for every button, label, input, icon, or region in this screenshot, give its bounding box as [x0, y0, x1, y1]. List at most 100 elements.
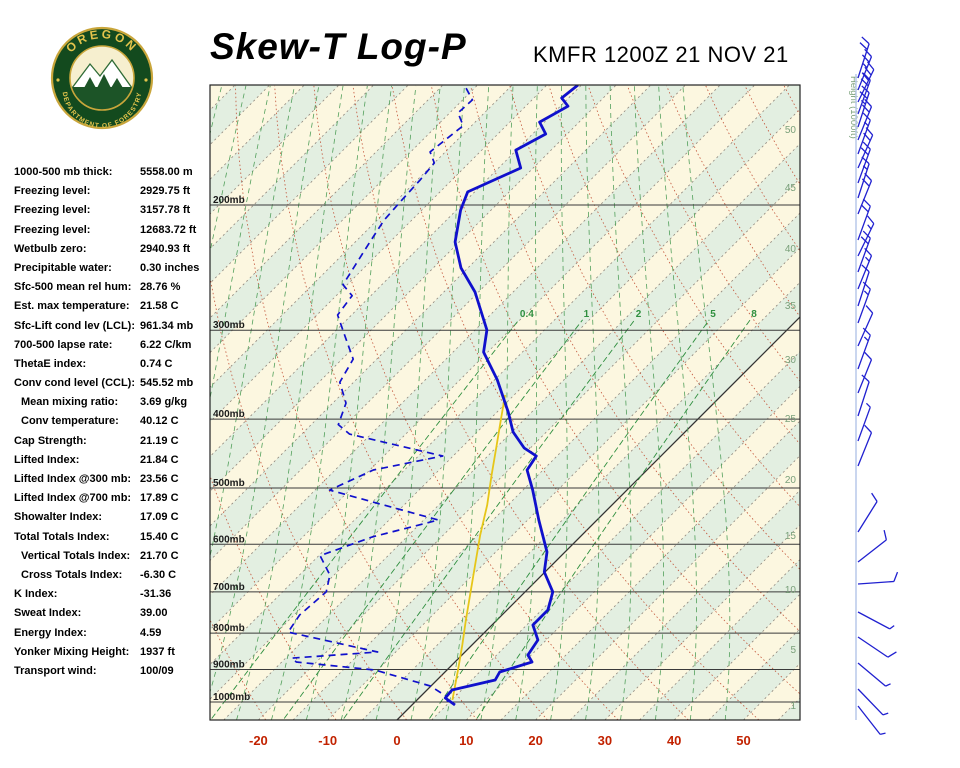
- parameter-row: Yonker Mixing Height: 1937 ft: [14, 643, 219, 662]
- parameter-value: 17.89 C: [140, 492, 179, 505]
- parameter-value: 21.70 C: [140, 549, 179, 562]
- parameter-value: 5558.00 m: [140, 166, 193, 178]
- parameter-row: Conv cond level (CCL): 545.52 mb: [14, 374, 219, 393]
- pressure-level-label: 400mb: [213, 409, 245, 420]
- wind-barb: [857, 432, 873, 467]
- parameter-label: Freezing level:: [14, 185, 91, 198]
- temp-axis-tick: 10: [459, 733, 473, 748]
- parameter-label: Vertical Totals Index:: [21, 549, 131, 562]
- wind-barb: [857, 271, 870, 307]
- parameter-value: 4.59: [140, 626, 162, 639]
- height-tick-label: 40: [785, 244, 797, 255]
- height-tick-label: 25: [785, 414, 797, 425]
- pressure-level-label: 800mb: [213, 623, 245, 634]
- pressure-level-label: 500mb: [213, 478, 245, 489]
- mixing-ratio-label: 0.4: [520, 309, 534, 320]
- parameter-value: 3157.78 ft: [140, 204, 191, 217]
- station-id-label: KMFR 1200Z 21 NOV 21: [533, 42, 789, 67]
- logo-tree: [84, 77, 96, 88]
- logo-scene: [70, 46, 134, 110]
- height-tick-label: 10: [785, 585, 797, 596]
- parameter-row: Est. max temperature: 21.58 C: [14, 297, 219, 316]
- temp-axis-tick: 30: [598, 733, 612, 748]
- temp-axis-tick: 50: [736, 733, 750, 748]
- logo-tree: [111, 78, 123, 88]
- parameter-value: -6.30 C: [140, 568, 177, 581]
- chart-border: [209, 84, 801, 721]
- parameter-value: 2929.75 ft: [140, 185, 191, 198]
- parameter-label: Freezing level:: [14, 223, 91, 236]
- wind-barb: [857, 501, 878, 533]
- parameter-label: Precipitable water:: [14, 261, 112, 274]
- parameter-label: ThetaE index:: [14, 357, 87, 370]
- parameter-row: Freezing level: 12683.72 ft: [14, 221, 219, 240]
- temp-axis-tick: -20: [249, 733, 268, 748]
- parameter-value: 21.19 C: [140, 434, 179, 447]
- parameter-row: Freezing level: 2929.75 ft: [14, 182, 219, 201]
- chart-plot-area: 0.4 1 2 5 8200mb300mb400mb500mb600mb700mb800…: [210, 85, 800, 720]
- parameter-row: Conv temperature: 40.12 C: [14, 412, 219, 431]
- parameter-row: Precipitable water: 0.30 inches: [14, 259, 219, 278]
- parcel-trace: [451, 394, 506, 701]
- pressure-level-label: 700mb: [213, 582, 245, 593]
- height-tick-label: 5: [790, 645, 796, 656]
- parameter-row: Lifted Index: 21.84 C: [14, 451, 219, 470]
- parameter-label: Showalter Index:: [14, 511, 103, 524]
- parameter-label: Conv cond level (CCL):: [14, 377, 136, 390]
- parameter-label: Transport wind:: [14, 664, 97, 677]
- temp-axis-tick: -10: [318, 733, 337, 748]
- height-tick-label: 20: [785, 475, 797, 486]
- wind-barb: [857, 406, 871, 442]
- parameter-row: ThetaE index: 0.74 C: [14, 355, 219, 374]
- parameter-row: Sweat Index: 39.00: [14, 604, 219, 623]
- temperature-trace: [443, 85, 579, 707]
- parameter-label: Sweat Index:: [14, 607, 82, 620]
- parameter-row: Showalter Index: 17.09 C: [14, 508, 219, 527]
- parameter-label: Lifted Index @700 mb:: [14, 492, 132, 505]
- parameter-value: 21.58 C: [140, 300, 179, 313]
- pressure-level-label: 300mb: [213, 320, 245, 331]
- parameter-value: -31.36: [140, 588, 172, 601]
- height-tick-label: 45: [785, 183, 797, 194]
- dewpoint-trace: [287, 87, 474, 705]
- odf-logo-seal: OREGON DEPARTMENT OF FORESTRY: [50, 27, 154, 130]
- wind-barb: [857, 636, 889, 658]
- parameter-row: Sfc-Lift cond lev (LCL): 961.34 mb: [14, 317, 219, 336]
- mixing-ratio-label: 1: [584, 309, 590, 320]
- parameter-value: 12683.72 ft: [140, 223, 197, 236]
- parameter-value: 3.69 g/kg: [140, 396, 188, 409]
- height-tick-label: 15: [785, 531, 797, 542]
- wind-barbs-group: [857, 36, 899, 736]
- pressure-level-label: 900mb: [213, 659, 245, 670]
- parameter-row: 700-500 lapse rate: 6.22 C/km: [14, 336, 219, 355]
- parameter-label: Energy Index:: [14, 626, 87, 639]
- parameter-row: Freezing level: 3157.78 ft: [14, 201, 219, 220]
- parameter-label: Freezing level:: [14, 204, 91, 217]
- logo-tree: [97, 74, 111, 88]
- parameter-label: Wetbulb zero:: [14, 242, 87, 255]
- pressure-level-label: 1000mb: [213, 692, 250, 703]
- page-title: Skew-T Log-P: [210, 26, 467, 67]
- wind-barb: [857, 580, 894, 585]
- parameter-row: Lifted Index @700 mb: 17.89 C: [14, 489, 219, 508]
- parameter-row: Vertical Totals Index: 21.70 C: [14, 547, 219, 566]
- parameter-value: 1937 ft: [140, 645, 175, 658]
- wind-barb: [857, 705, 881, 735]
- parameter-row: Energy Index: 4.59: [14, 624, 219, 643]
- parameter-label: Lifted Index @300 mb:: [14, 473, 132, 485]
- parameter-label: Total Totals Index:: [14, 530, 110, 543]
- parameter-value: 0.30 inches: [140, 261, 200, 274]
- height-axis-label: Height (1000ft): [848, 76, 859, 139]
- parameter-label: Cap Strength:: [14, 434, 87, 447]
- wind-barb: [857, 539, 887, 563]
- odf-logo: OREGON DEPARTMENT OF FORESTRY: [50, 26, 154, 130]
- logo-star: [56, 78, 60, 82]
- wind-barb: [857, 688, 884, 716]
- parameter-value: 100/09: [140, 664, 174, 677]
- wind-barb: [857, 43, 870, 79]
- parameter-row: Cross Totals Index: -6.30 C: [14, 566, 219, 585]
- parameter-row: Lifted Index @300 mb: 23.56 C: [14, 470, 219, 489]
- parameter-value: 28.76 %: [140, 281, 181, 294]
- parameter-row: Total Totals Index: 15.40 C: [14, 528, 219, 547]
